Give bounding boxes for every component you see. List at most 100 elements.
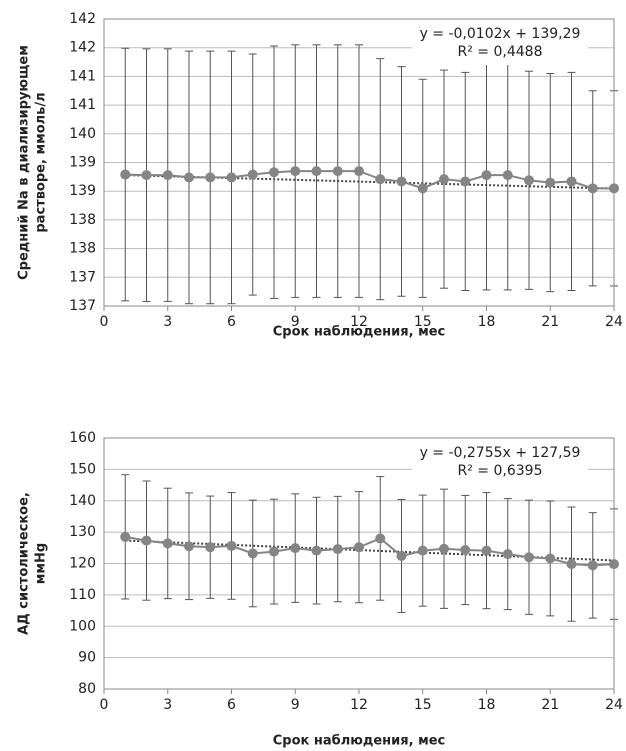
- x-axis-label: Срок наблюдения, мес: [273, 734, 446, 749]
- y-tick-label: 150: [69, 461, 96, 477]
- y-tick-label: 100: [69, 618, 96, 634]
- y-tick-label: 110: [69, 587, 96, 603]
- equation-box: [412, 444, 588, 484]
- y-tick-label: 80: [78, 681, 96, 697]
- point: [417, 545, 428, 556]
- point: [524, 175, 534, 186]
- point: [587, 183, 598, 194]
- x-axis-label: Срок наблюдения, мес: [273, 325, 446, 340]
- point: [332, 544, 343, 555]
- x-tick-label: 3: [163, 314, 172, 330]
- y-tick-label: 130: [69, 524, 96, 540]
- point: [141, 535, 152, 546]
- x-tick-label: 21: [541, 697, 559, 713]
- point: [481, 545, 492, 556]
- point: [205, 542, 216, 553]
- plot-frame: [103, 437, 615, 690]
- point: [354, 166, 364, 177]
- point: [226, 172, 237, 183]
- y-tick-label: 138: [69, 241, 96, 257]
- point: [587, 560, 598, 571]
- point: [460, 545, 471, 556]
- x-tick-label: 12: [350, 314, 368, 330]
- point: [269, 167, 279, 178]
- x-tick-label: 6: [227, 314, 236, 330]
- y-tick-label: 142: [69, 40, 96, 56]
- point: [290, 543, 301, 554]
- trend-equation: y = -0,0102x + 139,29: [420, 26, 581, 42]
- y-tick-label: 120: [69, 556, 96, 572]
- y-tick-label: 140: [69, 126, 96, 142]
- point: [311, 166, 322, 177]
- x-tick-label: 18: [478, 697, 496, 713]
- y-tick-label: 90: [78, 650, 96, 666]
- y-tick-label: 141: [69, 68, 96, 84]
- point: [226, 540, 237, 551]
- point: [332, 166, 343, 177]
- plot-frame: [103, 18, 615, 307]
- point: [460, 176, 471, 187]
- y-tick-label: 138: [69, 212, 96, 228]
- trend-r2: R² = 0,4488: [458, 44, 543, 60]
- point: [417, 183, 428, 194]
- point: [524, 552, 534, 563]
- x-tick-label: 9: [291, 314, 300, 330]
- point: [566, 559, 577, 570]
- point: [162, 170, 173, 181]
- trend-equation: y = -0,2755x + 127,59: [420, 445, 581, 461]
- x-tick-label: 9: [291, 697, 300, 713]
- point: [120, 531, 131, 542]
- point: [247, 169, 258, 180]
- point: [184, 541, 194, 552]
- point: [396, 550, 407, 561]
- x-tick-label: 0: [100, 314, 109, 330]
- y-tick-label: 139: [69, 155, 96, 171]
- y-axis-label: АД систолическое,: [17, 492, 32, 635]
- x-tick-label: 15: [414, 697, 432, 713]
- point: [502, 549, 513, 560]
- x-tick-label: 12: [350, 697, 368, 713]
- y-tick-label: 141: [69, 97, 96, 113]
- y-tick-label: 142: [69, 11, 96, 27]
- trend-r2: R² = 0,6395: [458, 463, 543, 479]
- point: [396, 176, 407, 187]
- x-tick-label: 15: [414, 314, 432, 330]
- point: [290, 166, 301, 177]
- point: [545, 553, 556, 564]
- point: [502, 170, 513, 181]
- x-tick-label: 18: [478, 314, 496, 330]
- point: [247, 548, 258, 559]
- x-tick-label: 6: [227, 697, 236, 713]
- y-tick-label: 140: [69, 493, 96, 509]
- y-axis-label: растворе, ммоль/л: [34, 92, 49, 232]
- point: [439, 543, 449, 554]
- y-axis-label: ммHg: [34, 543, 49, 584]
- x-tick-label: 21: [541, 314, 559, 330]
- point: [141, 170, 152, 181]
- y-tick-label: 137: [69, 298, 96, 314]
- y-tick-label: 139: [69, 183, 96, 199]
- y-axis-label: Средний Na в диализирующем: [17, 45, 32, 280]
- point: [162, 538, 173, 549]
- x-tick-label: 3: [163, 697, 172, 713]
- point: [354, 542, 364, 553]
- point: [269, 546, 279, 557]
- x-tick-label: 24: [605, 314, 623, 330]
- point: [184, 172, 194, 183]
- point: [205, 172, 216, 183]
- point: [545, 177, 556, 188]
- point: [439, 174, 449, 185]
- y-tick-label: 160: [69, 430, 96, 446]
- point: [120, 169, 131, 180]
- point: [375, 174, 386, 185]
- y-tick-label: 137: [69, 269, 96, 285]
- series-line: [125, 170, 614, 190]
- point: [481, 170, 492, 181]
- x-tick-label: 0: [100, 697, 109, 713]
- equation-box: [412, 25, 588, 65]
- point: [566, 176, 577, 187]
- x-tick-label: 24: [605, 697, 623, 713]
- point: [375, 533, 386, 544]
- point: [311, 545, 322, 556]
